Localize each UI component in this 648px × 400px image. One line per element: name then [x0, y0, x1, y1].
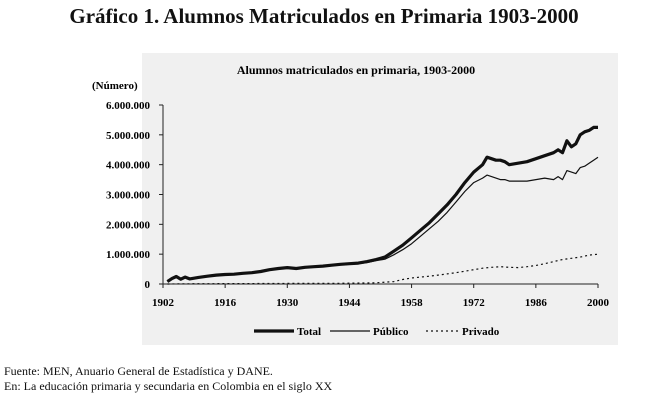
y-axis-label: (Número) — [92, 80, 138, 92]
legend-label-2: Público — [373, 326, 409, 338]
y-tick-label: 0 — [145, 279, 151, 291]
x-tick-label: 1930 — [276, 297, 299, 309]
figure-title: Gráfico 1. Alumnos Matriculados en Prima… — [69, 4, 579, 28]
series-line-1 — [166, 125, 598, 283]
y-tick-label: 4.000.000 — [106, 160, 151, 172]
chart-panel — [142, 53, 618, 345]
source-line-2: En: La educación primaria y secundaria e… — [4, 379, 333, 393]
x-tick-label: 1944 — [338, 297, 361, 309]
x-tick-label: 1902 — [152, 297, 175, 309]
x-tick-label: 1958 — [401, 297, 424, 309]
x-tick-label: 1986 — [525, 297, 548, 309]
y-tick-label: 6.000.000 — [106, 100, 151, 112]
x-tick-label: 1916 — [214, 297, 237, 309]
y-tick-label: 2.000.000 — [106, 219, 151, 231]
series-line-2 — [167, 156, 599, 283]
x-tick-label: 2000 — [587, 297, 610, 309]
y-tick-label: 1.000.000 — [106, 249, 151, 261]
legend-label-1: Total — [297, 326, 321, 338]
series-line-3 — [167, 253, 599, 285]
x-tick-label: 1972 — [463, 297, 486, 309]
chart-title: Alumnos matriculados en primaria, 1903-2… — [237, 63, 475, 77]
y-tick-label: 3.000.000 — [106, 190, 151, 202]
y-tick-label: 5.000.000 — [106, 130, 151, 142]
legend-label-3: Privado — [462, 326, 500, 338]
source-line-1: Fuente: MEN, Anuario General de Estadíst… — [4, 364, 273, 378]
